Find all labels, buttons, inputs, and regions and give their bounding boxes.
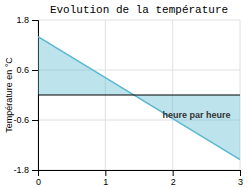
tick-label: -1.8	[13, 165, 29, 175]
area	[38, 37, 240, 160]
tick-label: 1	[103, 177, 108, 187]
zero-line	[38, 94, 240, 95]
tick: 0	[36, 170, 41, 187]
tick-label: 2	[171, 177, 176, 187]
grid-line-y	[38, 20, 240, 21]
tick-mark	[32, 70, 38, 71]
tick-label: 0.6	[16, 65, 29, 75]
y-axis: -1.8 -0.6 0.6 1.8	[13, 15, 38, 175]
tick: 1.8	[16, 15, 38, 25]
line	[38, 37, 240, 160]
grid	[38, 20, 240, 170]
tick: 3	[238, 170, 243, 187]
tick: -0.6	[13, 115, 38, 125]
annotation: heure par heure	[163, 110, 231, 120]
tick-label: 0	[36, 177, 41, 187]
tick-mark	[32, 120, 38, 121]
tick-mark	[240, 170, 241, 176]
axis-line	[39, 171, 241, 177]
y-label: Température en °C	[4, 57, 14, 133]
tick: 1	[103, 170, 108, 187]
plot-area: 0 1 2 3 -1.8 -0.6 0.6 1.8	[13, 15, 243, 187]
title: Evolution de la température	[50, 4, 228, 16]
chart: 0 1 2 3 -1.8 -0.6 0.6 1.8 Evolution de la tempér…	[0, 0, 250, 188]
tick: 2	[171, 170, 176, 187]
tick: 0.6	[16, 65, 38, 75]
axis-line	[32, 21, 39, 171]
data-group	[38, 37, 240, 160]
data-layer	[38, 37, 240, 160]
tick-label: -0.6	[13, 115, 29, 125]
x-axis: 0 1 2 3	[36, 170, 243, 187]
tick-mark	[32, 20, 38, 21]
tick-label: 3	[238, 177, 243, 187]
tick-mark	[32, 170, 38, 171]
tick-mark	[173, 170, 174, 176]
tick-mark	[105, 170, 106, 176]
tick-label: 1.8	[16, 15, 29, 25]
tick: -1.8	[13, 165, 38, 175]
